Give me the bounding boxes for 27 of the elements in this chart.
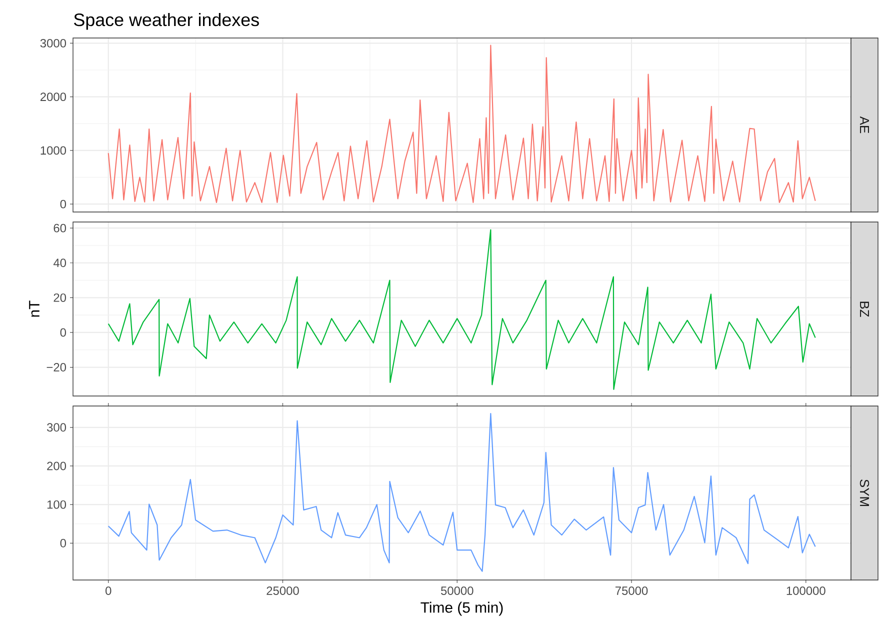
x-tick-label: 25000 (266, 586, 299, 595)
line-series (108, 412, 816, 572)
y-tick-label: 2000 (40, 92, 66, 102)
text: SYM (860, 480, 870, 506)
x-tick-label: 0 (106, 586, 112, 595)
x-tick-label: 100000 (786, 586, 826, 595)
y-tick-label: 20 (54, 293, 66, 302)
y-tick-label: −20 (46, 363, 66, 372)
x-axis-title: Time (5 min) (420, 602, 503, 616)
chart-title: Space weather indexes (74, 12, 259, 30)
text: AE (860, 116, 869, 134)
y-tick-label: 60 (54, 224, 66, 232)
y-tick-label: 40 (53, 258, 66, 268)
line-series (108, 229, 816, 390)
y-tick-label: 0 (60, 328, 66, 337)
y-axis-title: nT (29, 300, 40, 317)
y-tick-label: 0 (60, 538, 66, 548)
line-series (108, 44, 816, 204)
y-tick-label: 200 (47, 462, 66, 470)
y-tick-label: 1000 (40, 146, 66, 155)
x-tick-label: 75000 (615, 586, 648, 595)
y-tick-label: 3000 (40, 38, 66, 48)
y-tick-label: 300 (46, 423, 66, 432)
y-tick-label: 100 (47, 500, 66, 509)
x-tick-label: 50000 (440, 586, 474, 595)
text: BZ (860, 302, 869, 317)
y-tick-label: 0 (60, 200, 66, 208)
